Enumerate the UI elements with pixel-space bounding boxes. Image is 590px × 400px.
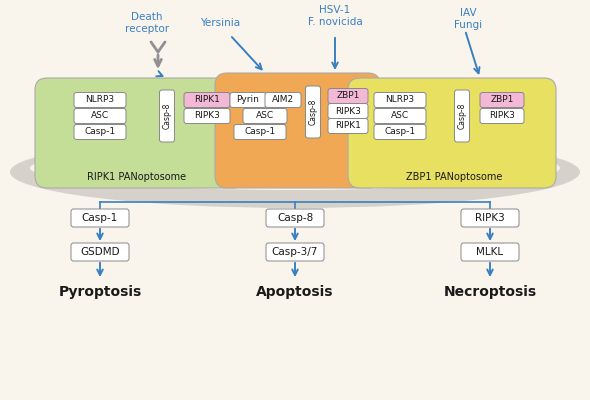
Text: Pyroptosis: Pyroptosis [58,285,142,299]
Text: RIPK3: RIPK3 [194,112,220,120]
FancyBboxPatch shape [461,243,519,261]
Text: RIPK3: RIPK3 [489,112,515,120]
Text: ZBP1: ZBP1 [336,92,360,100]
FancyBboxPatch shape [234,124,286,140]
Text: Casp-8: Casp-8 [162,103,172,129]
FancyBboxPatch shape [74,108,126,124]
Text: IAV
Fungi: IAV Fungi [454,8,482,30]
Text: RIPK3: RIPK3 [335,106,361,116]
Text: ZBP1 PANoptosome: ZBP1 PANoptosome [406,172,502,182]
FancyBboxPatch shape [454,90,470,142]
Text: Death
receptor: Death receptor [125,12,169,34]
Text: Pyrin: Pyrin [237,96,260,104]
Text: Apoptosis: Apoptosis [256,285,334,299]
Text: ASC: ASC [91,112,109,120]
FancyBboxPatch shape [265,92,301,108]
Text: HSV-1
F. novicida: HSV-1 F. novicida [307,5,362,26]
FancyBboxPatch shape [461,209,519,227]
FancyBboxPatch shape [328,118,368,134]
Text: Casp-8: Casp-8 [277,213,313,223]
Text: Casp-8: Casp-8 [309,99,317,125]
FancyBboxPatch shape [184,108,230,124]
FancyBboxPatch shape [348,78,556,188]
FancyBboxPatch shape [71,243,129,261]
Text: AIM2: AIM2 [272,96,294,104]
Text: Casp-1: Casp-1 [385,128,415,136]
FancyBboxPatch shape [266,243,324,261]
Text: MLKL: MLKL [477,247,503,257]
FancyBboxPatch shape [184,92,230,108]
FancyBboxPatch shape [374,124,426,140]
FancyBboxPatch shape [74,124,126,140]
Ellipse shape [10,136,580,208]
FancyBboxPatch shape [374,108,426,124]
FancyBboxPatch shape [71,209,129,227]
Text: ZBP1: ZBP1 [490,96,514,104]
Text: Casp-8: Casp-8 [457,103,467,129]
FancyBboxPatch shape [35,78,245,188]
Text: RIPK1 PANoptosome: RIPK1 PANoptosome [87,172,186,182]
Text: Yersinia: Yersinia [200,18,240,28]
Ellipse shape [30,146,560,190]
FancyBboxPatch shape [374,92,426,108]
Text: Necroptosis: Necroptosis [444,285,536,299]
Text: Casp-3/7: Casp-3/7 [272,247,318,257]
Text: RIPK3: RIPK3 [475,213,505,223]
FancyBboxPatch shape [159,90,175,142]
FancyBboxPatch shape [328,88,368,104]
Text: GSDMD: GSDMD [80,247,120,257]
FancyBboxPatch shape [230,92,266,108]
FancyBboxPatch shape [74,92,126,108]
Text: RIPK1: RIPK1 [194,96,220,104]
FancyBboxPatch shape [215,73,380,188]
Text: RIPK1: RIPK1 [335,122,361,130]
Text: NLRP3: NLRP3 [86,96,114,104]
Text: NLRP3: NLRP3 [385,96,415,104]
FancyBboxPatch shape [306,86,320,138]
Text: ASC: ASC [256,112,274,120]
FancyBboxPatch shape [480,92,524,108]
Text: ASC: ASC [391,112,409,120]
Text: Casp-1: Casp-1 [84,128,116,136]
FancyBboxPatch shape [243,108,287,124]
Text: Casp-1: Casp-1 [82,213,118,223]
FancyBboxPatch shape [328,104,368,118]
FancyBboxPatch shape [266,209,324,227]
Text: Casp-1: Casp-1 [244,128,276,136]
FancyBboxPatch shape [480,108,524,124]
